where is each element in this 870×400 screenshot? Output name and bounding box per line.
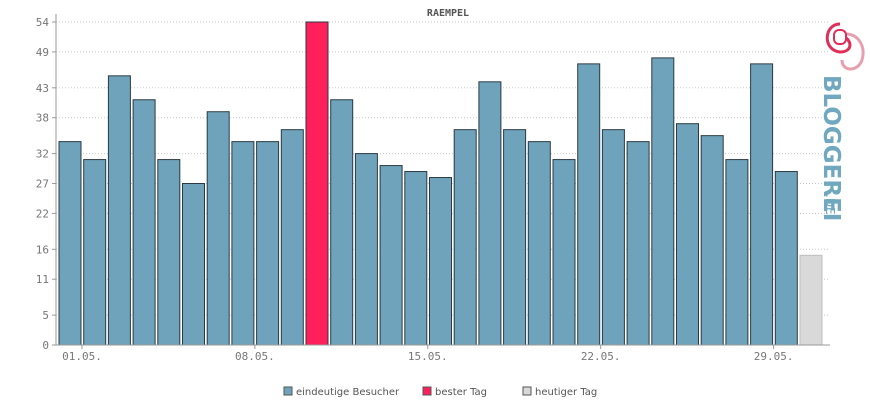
y-tick-label: 11: [36, 273, 49, 286]
x-tick-label: 01.05.: [62, 350, 102, 363]
y-tick-label: 0: [42, 339, 49, 352]
legend-label: eindeutige Besucher: [296, 387, 400, 398]
x-axis-ticks: 01.05. 08.05. 15.05. 22.05. 29.05.: [62, 345, 793, 363]
bar: [231, 141, 255, 346]
bar: [354, 153, 378, 346]
bar: [280, 129, 304, 346]
x-tick-label: 08.05.: [235, 350, 275, 363]
x-tick-label: 22.05.: [581, 350, 621, 363]
bloggerei-logo: BLOGGEREI .DE: [818, 22, 865, 221]
legend-swatch: [422, 386, 432, 396]
bar: [83, 159, 107, 346]
bar: [256, 141, 280, 346]
bar: [453, 129, 477, 346]
bar: [601, 129, 625, 346]
legend-item: bester Tag: [422, 386, 487, 398]
y-tick-label: 38: [36, 112, 49, 125]
legend-swatch: [522, 386, 532, 396]
x-tick-label: 29.05.: [754, 350, 794, 363]
bars: [58, 21, 823, 346]
bar: [182, 183, 205, 346]
legend-item: eindeutige Besucher: [283, 386, 400, 398]
bar: [379, 165, 403, 346]
bar-today: [799, 254, 823, 346]
y-tick-label: 27: [36, 178, 49, 191]
bar: [132, 99, 156, 346]
legend-label: bester Tag: [435, 387, 487, 398]
bar: [774, 171, 798, 346]
bar: [478, 81, 502, 346]
logo-mark-icon: [825, 22, 865, 71]
bar-best-day: [305, 21, 329, 346]
y-axis-ticks: 0 5 11 16 22 27 32 38 43 49 54: [36, 16, 56, 352]
bar: [626, 141, 650, 346]
bar: [58, 141, 82, 346]
bar: [725, 159, 749, 346]
y-tick-label: 22: [36, 207, 49, 220]
bar: [651, 57, 675, 346]
bar: [206, 111, 230, 346]
x-tick-label: 15.05.: [408, 350, 448, 363]
logo-suffix: .DE: [823, 194, 837, 215]
logo-text: BLOGGEREI: [818, 75, 844, 221]
bar: [107, 75, 131, 346]
bar: [429, 177, 452, 346]
bar: [503, 129, 527, 346]
bar: [330, 99, 354, 346]
bar: [577, 63, 601, 346]
bar: [750, 63, 774, 346]
legend-label: heutiger Tag: [535, 387, 597, 398]
axes: [55, 14, 830, 346]
bar: [527, 141, 551, 346]
bar: [404, 171, 428, 346]
legend-swatch: [283, 386, 293, 396]
bar: [157, 159, 181, 346]
bar: [700, 135, 724, 346]
y-tick-label: 43: [36, 82, 49, 95]
legend: eindeutige Besucher bester Tag heutiger Ta…: [283, 386, 597, 398]
legend-item: heutiger Tag: [522, 386, 597, 398]
bar: [552, 159, 576, 346]
y-tick-label: 16: [36, 243, 49, 256]
y-tick-label: 5: [42, 309, 49, 322]
y-tick-label: 54: [36, 16, 50, 29]
chart-title: RAEMPEL: [427, 8, 469, 19]
bar: [676, 123, 699, 346]
y-tick-label: 32: [36, 148, 49, 161]
y-tick-label: 49: [36, 46, 49, 59]
